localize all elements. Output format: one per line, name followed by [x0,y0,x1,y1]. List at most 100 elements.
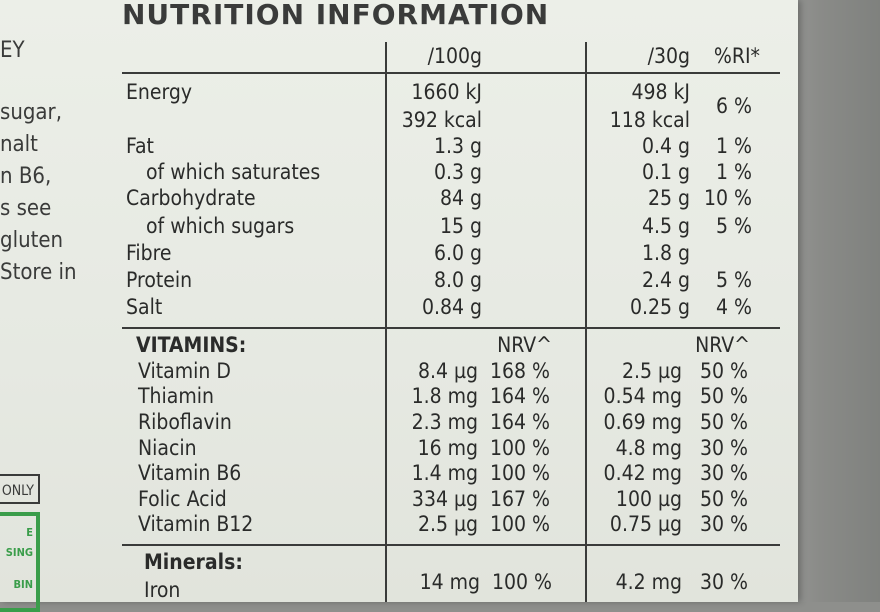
nutrition-title: NUTRITION INFORMATION [122,0,550,31]
side-text-line: gluten [0,228,64,253]
nutrient-per-30g: 0.1 g [641,160,690,184]
side-text-line: n B6, [0,164,52,189]
mineral-nrv-30g: 30 % [700,570,748,594]
nutrient-ri: 6 % [716,94,752,118]
nutrient-ri: 1 % [716,160,752,184]
minerals-heading: Minerals: [144,550,243,574]
table-col-divider-2 [585,42,587,602]
nutrient-ri: 5 % [716,214,752,238]
vitamin-per-30g: 100 µg [615,487,682,511]
vitamin-nrv-100g: 164 % [489,410,550,434]
nutrient-name: Carbohydrate [126,186,256,210]
nutrient-name: Energy [126,80,193,104]
vitamin-nrv-100g: 167 % [489,487,550,511]
vitamin-per-100g: 8.4 µg [417,359,478,383]
nutrient-per-30g: 1.8 g [641,241,690,265]
side-ingredients-text: sugar, nalt n B6, s see gluten Store in [0,97,77,289]
nutrient-name: of which sugars [146,214,295,238]
nutrient-per-30g: 25 g [647,186,690,210]
nutrient-ri: 10 % [704,186,752,210]
vitamin-nrv-100g: 100 % [489,512,550,536]
mineral-per-30g: 4.2 mg [615,570,682,594]
vitamin-per-100g: 334 µg [411,487,478,511]
nutrient-name: Protein [126,268,193,292]
vitamin-nrv-100g: 100 % [489,461,550,485]
nutrient-per-100g: 8.0 g [433,268,482,292]
table-vitamins-rule [122,327,780,329]
side-text-line: sugar, [0,100,62,125]
nutrient-name: Salt [126,295,163,319]
vitamin-per-100g: 1.8 mg [411,384,478,408]
recycling-badge: E SING BIN [0,512,40,612]
nutrient-per-100g: 392 kcal [401,108,482,132]
vitamin-name: Niacin [138,436,197,460]
nutrient-ri: 5 % [716,268,752,292]
vitamin-name: Folic Acid [138,487,227,511]
nutrient-per-30g: 4.5 g [641,214,690,238]
vitamin-nrv-30g: 30 % [700,461,748,485]
vitamin-nrv-100g: 168 % [489,359,550,383]
recycling-badge-text: SING [5,546,33,559]
vitamin-per-30g: 0.42 mg [603,461,682,485]
nutrient-per-100g: 0.3 g [433,160,482,184]
vitamin-per-100g: 2.5 µg [417,512,478,536]
nutrient-per-100g: 1.3 g [433,134,482,158]
vitamin-name: Thiamin [138,384,214,408]
header-per-100g: /100g [427,44,482,68]
nutrient-per-30g: 2.4 g [641,268,690,292]
vitamin-name: Vitamin D [138,359,231,383]
table-col-divider-1 [385,42,387,602]
nutrient-per-100g: 1660 kJ [411,80,482,104]
vitamin-per-100g: 16 mg [417,436,478,460]
nutrient-per-30g: 0.4 g [641,134,690,158]
vitamin-nrv-100g: 100 % [489,436,550,460]
header-per-30g: /30g [647,44,690,68]
recycling-badge-text: E [26,526,33,539]
only-label-box: ONLY [0,474,40,504]
vitamin-per-100g: 1.4 mg [411,461,478,485]
nutrient-per-100g: 0.84 g [421,295,482,319]
nutrient-per-100g: 6.0 g [433,241,482,265]
nutrient-per-100g: 84 g [439,186,482,210]
mineral-nrv-100g: 100 % [491,570,552,594]
side-text-line: nalt [0,132,38,157]
nutrient-per-30g: 498 kJ [631,80,690,104]
recycling-badge-text: BIN [13,578,33,591]
vitamin-per-30g: 4.8 mg [615,436,682,460]
side-text-line: s see [0,196,52,221]
cereal-box-panel: NUTRITION INFORMATION EY sugar, nalt n B6,… [0,0,798,612]
nutrient-name: Fat [126,134,154,158]
side-text-line: Store in [0,260,77,285]
vitamin-per-30g: 2.5 µg [621,359,682,383]
vitamin-nrv-30g: 30 % [700,436,748,460]
nutrient-per-100g: 15 g [439,214,482,238]
vitamin-nrv-30g: 50 % [700,359,748,383]
nutrient-per-30g: 118 kcal [609,108,690,132]
nutrient-per-30g: 0.25 g [629,295,690,319]
vitamin-name: Vitamin B6 [138,461,242,485]
vitamin-nrv-100g: 164 % [489,384,550,408]
nutrient-name: Fibre [126,241,172,265]
vitamin-name: Vitamin B12 [138,512,254,536]
table-top-rule [122,72,780,74]
mineral-name: Iron [144,578,181,602]
side-text-top: EY [0,38,25,63]
vitamin-per-100g: 2.3 mg [411,410,478,434]
vitamin-nrv-30g: 30 % [700,512,748,536]
vitamin-per-30g: 0.54 mg [603,384,682,408]
header-ri: %RI* [713,44,760,68]
nutrient-name: of which saturates [146,160,321,184]
mineral-per-100g: 14 mg [419,570,480,594]
nutrient-ri: 1 % [716,134,752,158]
vitamins-heading: VITAMINS: [136,333,247,357]
nrv-header-100g: NRV^ [497,333,552,357]
vitamin-name: Riboflavin [138,410,232,434]
nutrient-ri: 4 % [716,295,752,319]
vitamin-nrv-30g: 50 % [700,410,748,434]
vitamin-nrv-30g: 50 % [700,384,748,408]
nrv-header-30g: NRV^ [695,333,750,357]
vitamin-per-30g: 0.75 µg [609,512,682,536]
table-minerals-rule [122,544,780,546]
vitamin-nrv-30g: 50 % [700,487,748,511]
vitamin-per-30g: 0.69 mg [603,410,682,434]
